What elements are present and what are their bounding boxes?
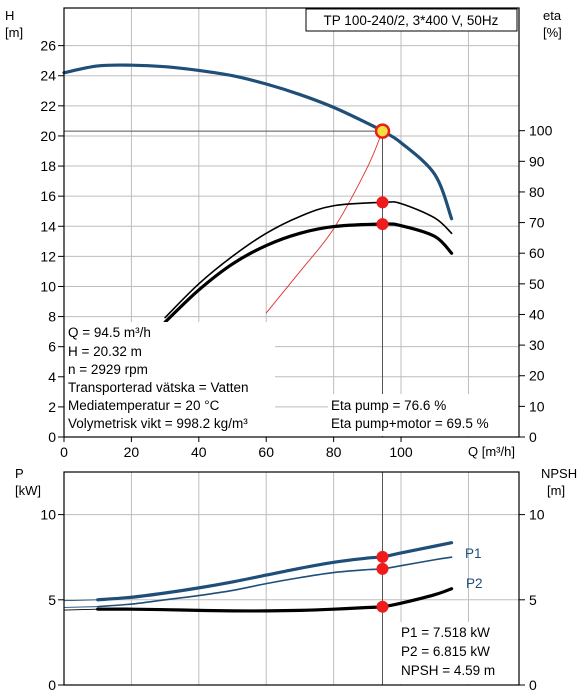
y-right-tick-label: 90: [529, 153, 545, 169]
y-left-tick-label: 2: [48, 399, 56, 415]
y-left-tick-label: 8: [48, 309, 56, 325]
p2-series-label: P2: [466, 576, 483, 591]
p-tick-label: 10: [40, 507, 56, 523]
power-info-text: P1 = 7.518 kW P2 = 6.815 kW NPSH = 4.59 …: [401, 625, 495, 678]
power-info-box: [398, 622, 518, 684]
y-right-tick-label: 20: [529, 368, 545, 384]
power-panel-frame: [63, 471, 520, 686]
head-curve: [62, 63, 454, 221]
y-right-tick-label: 70: [529, 215, 545, 231]
npsh-marker: [376, 600, 389, 613]
eta-pump-curve: [164, 201, 453, 319]
y-right-tick-label: 80: [529, 184, 545, 200]
y-left-tick-label: 22: [40, 98, 56, 114]
eta-total-curve: [163, 222, 454, 324]
npsh-tick-label: 0: [529, 677, 537, 692]
y-left-tick-label: 18: [40, 158, 56, 174]
y-left-tick-label: 16: [40, 188, 56, 204]
npsh-tick-label: 10: [529, 507, 545, 523]
y-right-unit: [%]: [543, 25, 562, 40]
y-left-tick-label: 6: [48, 339, 56, 355]
info-p2: P2 = 6.815 kW: [401, 644, 490, 659]
info-npsh: NPSH = 4.59 m: [401, 663, 495, 678]
y-right-tick-label: 40: [529, 306, 545, 322]
head-panel-ticks: 0246810121416182022242601020304050607080…: [40, 38, 552, 460]
eta-info-box: [328, 394, 518, 436]
power-panel-ticks: 0 5 10 0 5 10: [40, 507, 544, 692]
title-box: [305, 8, 518, 32]
p2-curve: [96, 556, 453, 608]
x-tick-label: 20: [124, 444, 140, 460]
y-left-tick-label: 26: [40, 38, 56, 54]
eta-total-marker: [376, 218, 389, 231]
y-right-tick-label: 50: [529, 276, 545, 292]
x-tick-label: 0: [60, 444, 68, 460]
npsh-curve: [96, 587, 454, 613]
info-line-density: Volymetrisk vikt = 998.2 kg/m³: [68, 416, 248, 431]
power-panel-markers: [376, 550, 389, 613]
eta-info-text: Eta pump = 76.6 % Eta pump+motor = 69.5 …: [331, 398, 489, 431]
head-panel-markers: [374, 123, 391, 231]
y-left-tick-label: 14: [40, 218, 56, 234]
head-to-duty-reference-curve: [265, 130, 383, 314]
info-line-q: Q = 94.5 m³/h: [68, 325, 151, 340]
y-left-tick-label: 4: [48, 369, 56, 385]
x-tick-label: 60: [258, 444, 274, 460]
y-right-label: eta: [543, 8, 562, 23]
eta-pump-marker: [376, 196, 389, 209]
duty-info-box: [65, 322, 275, 436]
info-p1: P1 = 7.518 kW: [401, 625, 490, 640]
x-axis-label: Q [m³/h]: [468, 444, 515, 459]
duty-point-marker: [374, 123, 391, 139]
y-left-unit: [m]: [5, 25, 23, 40]
p1-curve-extension: [63, 599, 98, 602]
head-panel-curves: [62, 63, 454, 324]
x-tick-label: 100: [389, 444, 413, 460]
p2-curve-extension: [63, 606, 98, 608]
y-right-tick-label: 10: [529, 398, 545, 414]
p-axis-label: P: [15, 466, 24, 481]
y-left-tick-label: 20: [40, 128, 56, 144]
y-right-tick-label: 100: [529, 123, 553, 139]
power-panel: P [kW] NPSH [m] 0 5 10 0 5 10 P1 P2 P1 = 7.51…: [15, 466, 577, 692]
head-panel: TP 100-240/2, 3*400 V, 50Hz H [m] eta [%…: [5, 7, 562, 460]
x-tick-label: 80: [326, 444, 342, 460]
p1-curve: [96, 541, 454, 602]
p2-marker: [376, 562, 389, 575]
chart-title: TP 100-240/2, 3*400 V, 50Hz: [324, 13, 499, 28]
p1-marker: [376, 550, 389, 563]
npsh-curve-extension: [63, 608, 98, 611]
y-left-tick-label: 12: [40, 248, 56, 264]
y-right-tick-label: 30: [529, 337, 545, 353]
npsh-axis-label: NPSH: [541, 466, 577, 481]
y-left-tick-label: 24: [40, 68, 56, 84]
y-right-tick-label: 0: [529, 429, 537, 445]
x-tick-label: 40: [191, 444, 207, 460]
p-tick-label: 5: [48, 592, 56, 608]
y-left-label: H: [5, 8, 14, 23]
info-line-h: H = 20.32 m: [68, 344, 142, 359]
npsh-axis-unit: [m]: [547, 483, 565, 498]
p-tick-label: 0: [48, 677, 56, 692]
info-line-fluid: Transporterad vätska = Vatten: [68, 380, 248, 395]
info-eta-pump: Eta pump = 76.6 %: [331, 398, 446, 413]
y-left-tick-label: 10: [40, 278, 56, 294]
npsh-tick-label: 5: [529, 592, 537, 608]
power-panel-curves: [63, 541, 454, 613]
y-right-tick-label: 60: [529, 245, 545, 261]
info-line-n: n = 2929 rpm: [68, 362, 148, 377]
p-axis-unit: [kW]: [15, 483, 41, 498]
y-left-tick-label: 0: [48, 429, 56, 445]
info-eta-total: Eta pump+motor = 69.5 %: [331, 416, 489, 431]
p1-series-label: P1: [465, 546, 482, 561]
info-line-temp: Mediatemperatur = 20 °C: [68, 398, 220, 413]
duty-info-text: Q = 94.5 m³/h H = 20.32 m n = 2929 rpm T…: [68, 325, 248, 431]
